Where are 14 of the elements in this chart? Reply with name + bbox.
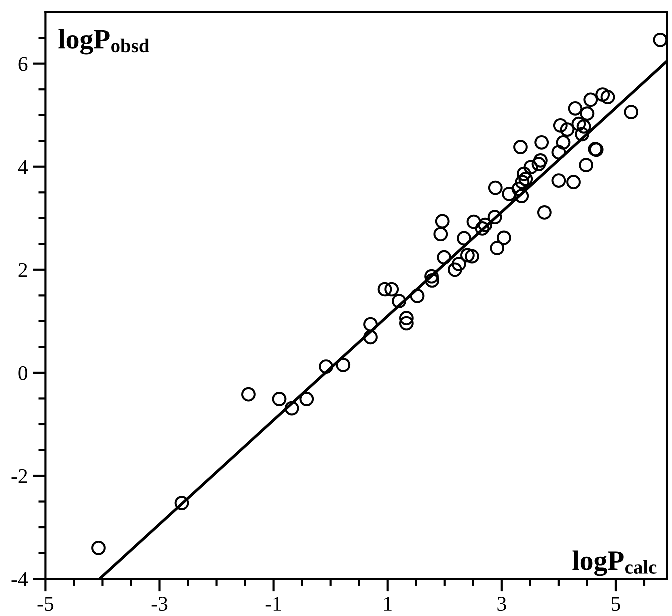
y-tick-label: -2 <box>12 469 28 484</box>
x-tick-label: 1 <box>384 597 392 611</box>
y-tick-label: 4 <box>18 160 28 174</box>
x-tick-label: -3 <box>152 597 168 612</box>
y-axis-title: logP$_{obsd}$ <box>58 29 150 55</box>
y-tick-label: 0 <box>18 366 28 380</box>
x-axis-title: logP$_{calc}$ <box>572 550 657 576</box>
x-tick-label: 5 <box>612 597 620 612</box>
y-tick-label: 2 <box>18 263 28 278</box>
x-tick-label: 3 <box>498 597 506 612</box>
y-tick-label: 6 <box>18 57 28 72</box>
x-tick-label: -5 <box>38 597 54 612</box>
y-tick-label: -4 <box>12 572 28 586</box>
x-tick-label: -1 <box>266 597 282 611</box>
